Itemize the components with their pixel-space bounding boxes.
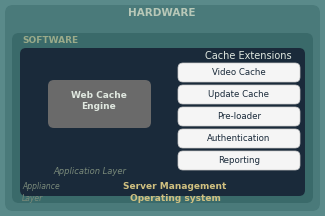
Text: Operating system: Operating system <box>130 194 220 203</box>
FancyBboxPatch shape <box>12 33 313 203</box>
FancyBboxPatch shape <box>178 63 300 82</box>
FancyBboxPatch shape <box>5 5 320 211</box>
Text: Update Cache: Update Cache <box>209 90 269 99</box>
Text: Application Layer: Application Layer <box>54 167 126 176</box>
Text: Server Management: Server Management <box>123 182 227 191</box>
Text: Pre-loader: Pre-loader <box>217 112 261 121</box>
FancyBboxPatch shape <box>178 151 300 170</box>
Text: HARDWARE: HARDWARE <box>128 8 196 18</box>
FancyBboxPatch shape <box>178 107 300 126</box>
FancyBboxPatch shape <box>178 129 300 148</box>
Text: Video Cache: Video Cache <box>212 68 266 77</box>
Text: Reporting: Reporting <box>218 156 260 165</box>
Text: Web Cache
Engine: Web Cache Engine <box>71 91 127 111</box>
Text: SOFTWARE: SOFTWARE <box>22 36 78 45</box>
Text: Cache Extensions: Cache Extensions <box>205 51 291 61</box>
Text: Appliance
Layer: Appliance Layer <box>22 182 60 203</box>
Text: Authentication: Authentication <box>207 134 271 143</box>
FancyBboxPatch shape <box>48 80 151 128</box>
FancyBboxPatch shape <box>178 85 300 104</box>
FancyBboxPatch shape <box>20 48 305 196</box>
